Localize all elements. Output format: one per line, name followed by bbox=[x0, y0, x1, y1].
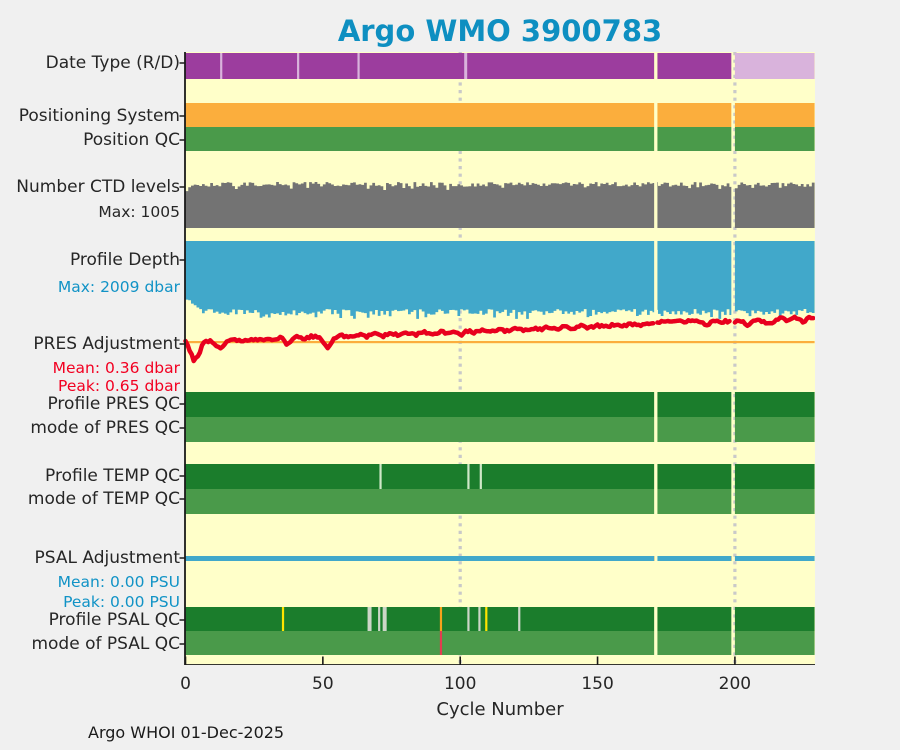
row-bar-profile-temp-qc bbox=[185, 464, 655, 489]
row-label-pres-adjustment: PRES Adjustment bbox=[33, 334, 180, 354]
x-tick-label-50: 50 bbox=[312, 674, 334, 694]
row-bar-profile-psal-qc bbox=[657, 607, 732, 631]
x-axis-title: Cycle Number bbox=[436, 699, 564, 720]
row-label-position-qc: Position QC bbox=[83, 130, 180, 150]
qc-mark-profile-psal-qc bbox=[439, 607, 443, 631]
row-sublabel-psal-adjustment-1: Peak: 0.00 PSU bbox=[63, 593, 180, 611]
row-sublabel-ctd-levels-0: Max: 1005 bbox=[98, 203, 180, 221]
x-tick-label-0: 0 bbox=[180, 674, 191, 694]
qc-mark-profile-psal-qc bbox=[485, 607, 488, 631]
qc-mark-profile-psal-qc bbox=[467, 607, 470, 631]
qc-mark-profile-psal-qc bbox=[518, 607, 521, 631]
row-bar-position-qc bbox=[657, 127, 732, 151]
row-label-profile-temp-qc: Profile TEMP QC bbox=[45, 466, 180, 486]
row-bar-mode-psal-qc bbox=[657, 631, 732, 655]
row-sublabel-pres-adjustment-0: Mean: 0.36 dbar bbox=[52, 359, 180, 377]
plot-background bbox=[185, 52, 815, 665]
qc-mark-profile-temp-qc bbox=[379, 464, 382, 489]
row-bar-profile-psal-qc bbox=[185, 607, 655, 631]
row-bar-profile-pres-qc bbox=[734, 392, 815, 417]
row-bar-position-qc bbox=[185, 127, 655, 151]
qc-mark-mode-psal-qc bbox=[439, 631, 443, 655]
row-label-date-type: Date Type (R/D) bbox=[45, 53, 180, 73]
row-bar-ctd-levels bbox=[657, 182, 732, 228]
qc-mark-profile-psal-qc bbox=[367, 607, 372, 631]
qc-mark-date-type bbox=[464, 53, 468, 79]
row-label-mode-psal-qc: mode of PSAL QC bbox=[31, 634, 180, 654]
row-bar-date-type bbox=[734, 53, 815, 79]
row-bar-positioning-system bbox=[734, 103, 815, 127]
row-label-psal-adjustment: PSAL Adjustment bbox=[34, 548, 180, 568]
zero-line-pres-adjustment bbox=[185, 341, 815, 344]
row-bar-positioning-system bbox=[185, 103, 655, 127]
row-label-profile-pres-qc: Profile PRES QC bbox=[47, 394, 180, 414]
row-label-mode-temp-qc: mode of TEMP QC bbox=[27, 489, 180, 509]
row-bar-position-qc bbox=[734, 127, 815, 151]
row-bar-ctd-levels bbox=[185, 182, 655, 228]
row-bar-profile-temp-qc bbox=[657, 464, 732, 489]
row-bar-mode-temp-qc bbox=[185, 489, 655, 514]
qc-mark-profile-psal-qc bbox=[382, 607, 387, 631]
row-bar-mode-psal-qc bbox=[734, 631, 815, 655]
row-bar-date-type bbox=[657, 53, 732, 79]
x-tick-label-100: 100 bbox=[443, 674, 477, 694]
row-label-mode-pres-qc: mode of PRES QC bbox=[30, 418, 180, 438]
row-line-psal-adjustment bbox=[185, 556, 655, 561]
row-label-positioning-system: Positioning System bbox=[18, 106, 180, 126]
qc-mark-profile-psal-qc bbox=[478, 607, 481, 631]
qc-mark-profile-psal-qc bbox=[378, 607, 381, 631]
data-line-pres-adjustment bbox=[732, 314, 815, 329]
qc-mark-date-type bbox=[357, 53, 360, 79]
row-label-ctd-levels: Number CTD levels bbox=[16, 177, 180, 197]
data-line-pres-adjustment bbox=[183, 321, 656, 364]
x-tick-label-200: 200 bbox=[718, 674, 752, 694]
row-bar-mode-pres-qc bbox=[185, 417, 655, 442]
row-sublabel-profile-depth-0: Max: 2009 dbar bbox=[57, 278, 180, 296]
x-tick-label-150: 150 bbox=[581, 674, 614, 694]
qc-mark-profile-temp-qc bbox=[467, 464, 470, 489]
row-bar-profile-depth bbox=[657, 241, 732, 319]
footer-credit: Argo WHOI 01-Dec-2025 bbox=[88, 723, 285, 742]
row-sublabel-pres-adjustment-1: Peak: 0.65 dbar bbox=[58, 377, 180, 395]
row-bar-mode-temp-qc bbox=[657, 489, 732, 514]
row-bar-mode-psal-qc bbox=[185, 631, 655, 655]
row-bar-profile-pres-qc bbox=[185, 392, 655, 417]
plot-area bbox=[179, 52, 815, 665]
qc-mark-profile-temp-qc bbox=[479, 464, 482, 489]
row-sublabel-psal-adjustment-0: Mean: 0.00 PSU bbox=[57, 573, 180, 591]
row-bar-positioning-system bbox=[657, 103, 732, 127]
row-bar-profile-psal-qc bbox=[734, 607, 815, 631]
row-label-profile-depth: Profile Depth bbox=[69, 250, 180, 270]
data-line-pres-adjustment bbox=[655, 317, 732, 328]
qc-mark-profile-psal-qc bbox=[281, 607, 285, 631]
row-bar-ctd-levels bbox=[734, 182, 815, 228]
row-bar-mode-pres-qc bbox=[657, 417, 732, 442]
row-line-psal-adjustment bbox=[657, 556, 732, 561]
qc-mark-date-type bbox=[297, 53, 300, 79]
row-bar-profile-temp-qc bbox=[734, 464, 815, 489]
row-label-profile-psal-qc: Profile PSAL QC bbox=[48, 610, 180, 630]
row-bar-mode-pres-qc bbox=[734, 417, 815, 442]
row-bar-profile-pres-qc bbox=[657, 392, 732, 417]
row-bar-profile-depth bbox=[185, 241, 655, 319]
qc-mark-date-type bbox=[220, 53, 223, 79]
row-bar-date-type bbox=[185, 53, 655, 79]
row-bar-profile-depth bbox=[734, 241, 815, 319]
chart-title: Argo WMO 3900783 bbox=[337, 14, 663, 48]
row-bar-mode-temp-qc bbox=[734, 489, 815, 514]
row-line-psal-adjustment bbox=[734, 556, 815, 561]
